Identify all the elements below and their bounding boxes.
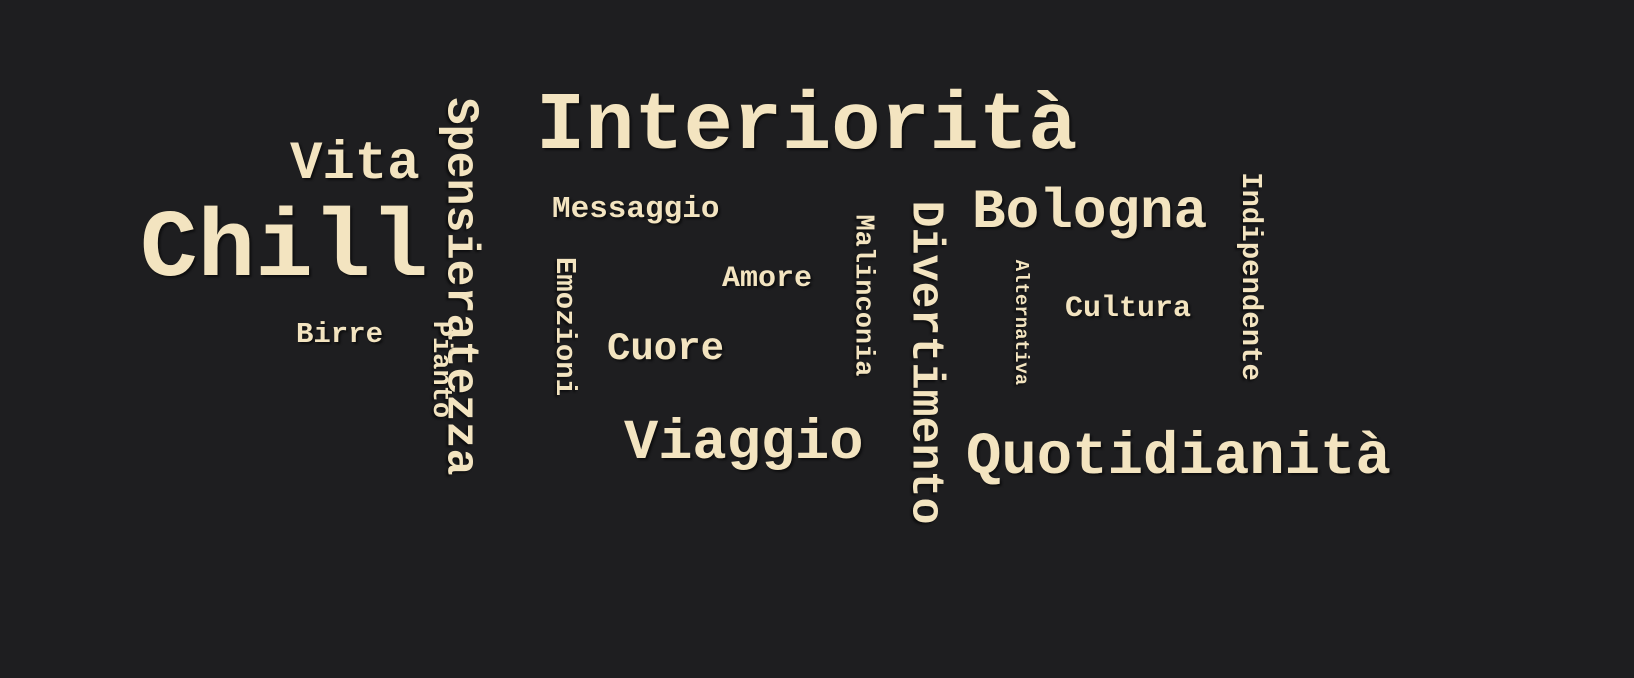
- word-pianto: Pianto: [425, 320, 456, 419]
- word-amore: Amore: [722, 262, 813, 296]
- word-messaggio: Messaggio: [552, 192, 720, 227]
- word-indipendente: Indipendente: [1233, 172, 1267, 381]
- word-chill: Chill: [140, 195, 429, 304]
- word-malinconia: Malinconia: [847, 214, 878, 377]
- word-cultura: Cultura: [1065, 292, 1192, 326]
- word-quotidianita: Quotidianità: [966, 424, 1391, 491]
- word-divertimento: Divertimento: [899, 200, 951, 525]
- word-vita: Vita: [290, 134, 420, 195]
- word-spensieratezza: Spensieratezza: [434, 97, 486, 476]
- word-cuore: Cuore: [607, 327, 725, 371]
- word-bologna: Bologna: [972, 180, 1208, 244]
- word-interiorita: Interiorità: [536, 80, 1078, 173]
- word-emozioni: Emozioni: [548, 256, 582, 397]
- word-viaggio: Viaggio: [624, 412, 864, 476]
- word-birre: Birre: [296, 318, 384, 351]
- word-alternativa: Alternativa: [1010, 259, 1033, 386]
